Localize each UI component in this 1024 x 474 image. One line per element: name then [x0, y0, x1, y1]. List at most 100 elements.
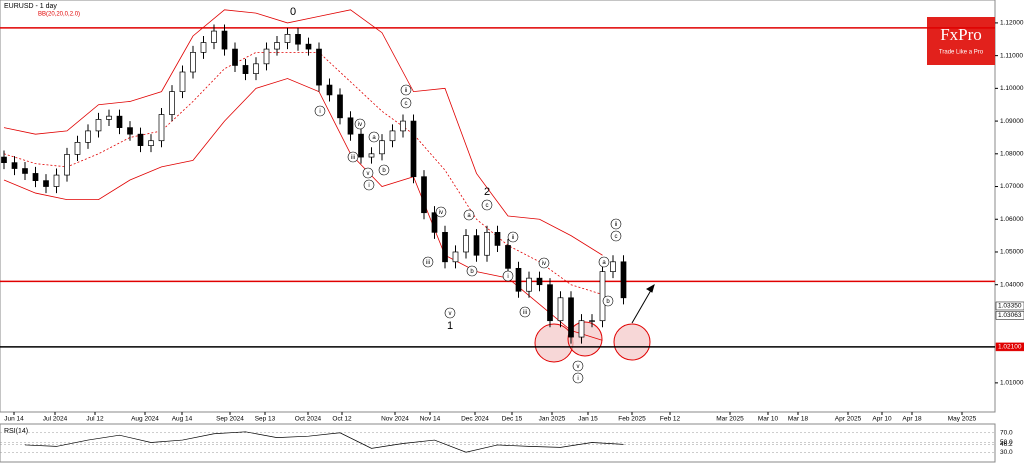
circled-wave-label: iii: [351, 155, 355, 161]
candle-body: [116, 115, 123, 128]
y-tick-label: 1.05000: [1000, 249, 1024, 256]
y-tick-label: 1.09000: [1000, 118, 1024, 125]
candle: [368, 147, 375, 164]
wave-circle: [362, 167, 374, 179]
candle-body: [137, 133, 144, 146]
x-tick-label: Jul 12: [86, 416, 104, 423]
x-tick-label: Feb 2025: [618, 416, 646, 423]
candle-body: [358, 133, 364, 158]
candle-body: [389, 130, 396, 142]
wave-circle: [538, 257, 550, 269]
x-tick-label: Oct 12: [332, 416, 352, 423]
candle: [263, 42, 270, 71]
candle: [557, 291, 564, 328]
candle-body: [400, 120, 406, 132]
candle-body: [200, 42, 207, 53]
x-tick-label: Mar 18: [788, 416, 809, 423]
x-tick-label: Jul 2024: [43, 416, 68, 423]
candle-body: [284, 34, 291, 43]
x-tick-label: Sep 2024: [216, 416, 244, 423]
wave-circle: [507, 231, 519, 243]
wave-circle: [481, 199, 493, 211]
candle-body: [620, 261, 627, 299]
wave-circle: [363, 179, 375, 191]
candle: [305, 37, 312, 56]
wave-circle: [610, 218, 622, 230]
circled-wave-label: v: [367, 171, 370, 177]
circled-wave-label: ii: [615, 222, 618, 228]
x-tick-label: Oct 2024: [295, 416, 322, 423]
wave-circle: [400, 84, 412, 96]
candle-body: [43, 180, 49, 187]
candle: [494, 225, 501, 252]
candle-body: [211, 30, 217, 43]
highlight-circle: [534, 323, 574, 363]
wave-circle: [463, 209, 475, 221]
wave-label: 1: [447, 320, 453, 332]
candle: [190, 45, 196, 79]
circled-wave-label: iv: [439, 210, 443, 216]
candle-body: [106, 115, 112, 120]
candle: [53, 168, 60, 194]
candle-body: [127, 127, 133, 135]
bollinger-lower: [3, 78, 603, 341]
rsi-frame: [0, 423, 996, 463]
candle: [148, 134, 154, 153]
circled-wave-label: c: [615, 234, 618, 240]
candle: [421, 170, 427, 220]
x-tick-label: Apr 18: [902, 416, 922, 423]
candle-body: [410, 120, 417, 178]
y-tick-label: 1.11000: [1000, 52, 1023, 59]
rsi-tick-label: 70.0: [1000, 429, 1013, 436]
candle: [463, 229, 469, 259]
price-label: 1.03063: [998, 312, 1022, 319]
candle: [442, 225, 448, 269]
arrow: [631, 283, 655, 324]
circled-wave-label: ii: [405, 88, 408, 94]
price-label-box: [995, 342, 1024, 352]
x-tick-label: Aug 14: [172, 416, 193, 423]
candle-body: [148, 140, 154, 146]
candle: [410, 114, 417, 184]
rsi-label: RSI(14): [4, 428, 28, 435]
wave-circle: [422, 256, 434, 268]
candle-body: [337, 94, 343, 119]
wave-circle: [435, 206, 447, 218]
circled-wave-label: i: [577, 376, 578, 382]
circled-wave-label: iv: [542, 261, 546, 267]
logo-tagline: Trade Like a Pro: [939, 50, 984, 56]
candle-body: [379, 140, 385, 155]
x-tick-label: Jan 15: [578, 416, 598, 423]
y-tick-label: 1.06000: [1000, 216, 1024, 223]
candle: [568, 291, 574, 344]
candle: [316, 42, 322, 92]
wave-circle: [354, 118, 366, 130]
x-tick-label: Mar 10: [758, 416, 779, 423]
chart-title: EURUSD - 1 day: [4, 3, 57, 10]
candle: [106, 109, 112, 126]
candle-body: [347, 117, 354, 135]
candle: [379, 134, 385, 161]
candle: [211, 24, 217, 50]
candle-body: [53, 174, 60, 187]
candle: [232, 42, 238, 72]
wave-circle: [466, 265, 478, 277]
wave-circle: [444, 307, 456, 319]
x-tick-label: Sep 13: [255, 416, 276, 423]
candle: [32, 166, 39, 188]
candle: [22, 161, 28, 180]
candle: [221, 24, 228, 56]
circled-wave-label: ii: [512, 235, 515, 241]
circled-wave-label: i: [507, 274, 508, 280]
wave-circle: [378, 164, 390, 176]
candle: [358, 127, 364, 164]
candle-body: [431, 212, 438, 233]
candle-body: [473, 235, 480, 256]
candle: [547, 278, 553, 328]
bollinger-middle: [3, 51, 603, 295]
x-tick-label: Apr 2025: [835, 416, 862, 423]
candle: [74, 135, 81, 162]
circled-wave-label: v: [449, 311, 452, 317]
candle: [400, 114, 406, 138]
candle: [169, 85, 175, 122]
